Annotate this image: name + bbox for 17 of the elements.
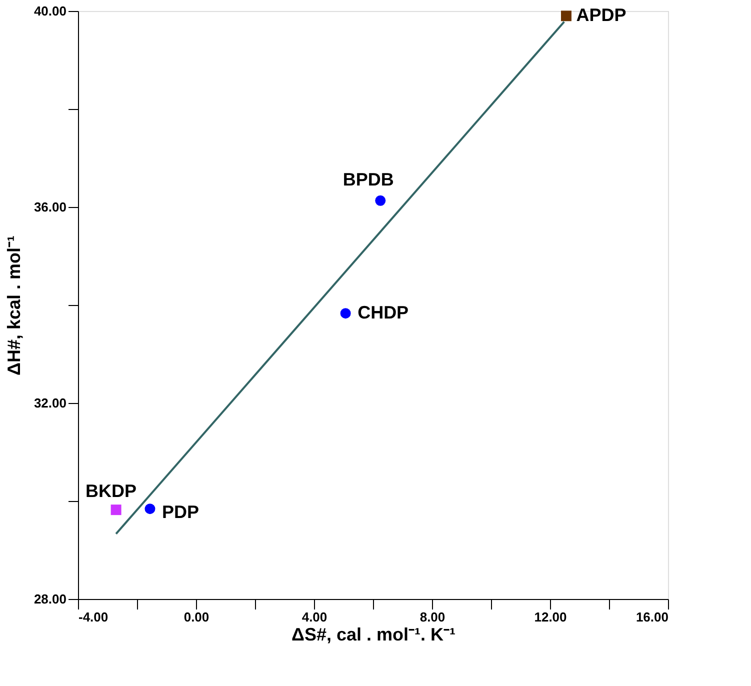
- series-label: PDP: [162, 502, 199, 522]
- series-label: CHDP: [358, 302, 409, 322]
- x-tick-label: -4.00: [78, 610, 108, 624]
- x-tick-label: 16.00: [636, 610, 668, 624]
- series-label: BKDP: [86, 480, 137, 501]
- x-axis-title: ΔS#, cal . mol⁻¹. K⁻¹: [292, 624, 456, 644]
- x-tick-label: 12.00: [534, 610, 567, 624]
- y-tick-label: 32.00: [34, 396, 66, 410]
- x-tick-label: 0.00: [184, 610, 210, 624]
- y-tick-label: 36.00: [34, 200, 66, 214]
- series-label: APDP: [576, 4, 626, 25]
- x-tick-label: 4.00: [302, 610, 328, 624]
- x-tick-label: 8.00: [420, 610, 446, 624]
- y-tick-label: 40.00: [34, 4, 66, 18]
- series-label: BPDB: [342, 170, 394, 190]
- y-axis-title: ΔH#, kcal . mol⁻¹: [4, 236, 24, 376]
- y-tick-label: 28.00: [34, 592, 66, 606]
